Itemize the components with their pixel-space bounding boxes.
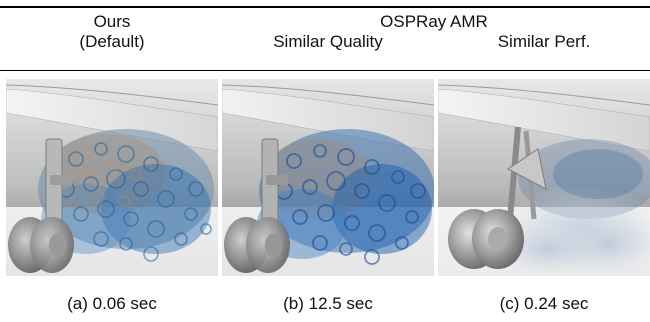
caption-b: (b) 12.5 sec (283, 294, 373, 313)
panel-a-landing-gear (8, 138, 74, 273)
panel-b-turbulence (257, 129, 434, 265)
table-header-rule (0, 70, 650, 71)
header-ours-line1: Ours (93, 12, 131, 31)
panel-b-render (222, 79, 434, 276)
panel-b-image (222, 79, 434, 276)
header-group-ospray: OSPRay AMR (380, 12, 488, 31)
panel-c-render (438, 79, 650, 276)
header-ours: Ours (Default) (6, 12, 218, 52)
header-similar-quality: Similar Quality (273, 32, 383, 51)
panel-c-landing-gear (448, 126, 547, 269)
header-similar-perf: Similar Perf. (497, 32, 591, 51)
caption-a: (a) 0.06 sec (67, 294, 157, 313)
header-ours-line2: (Default) (79, 32, 145, 51)
panel-b-landing-gear (224, 138, 290, 273)
panel-a-image (6, 79, 218, 276)
panel-c-image (438, 79, 650, 276)
panel-a-turbulence (38, 129, 214, 262)
panel-a-render (6, 79, 218, 276)
table-top-rule (0, 6, 650, 8)
caption-c: (c) 0.24 sec (499, 294, 589, 313)
